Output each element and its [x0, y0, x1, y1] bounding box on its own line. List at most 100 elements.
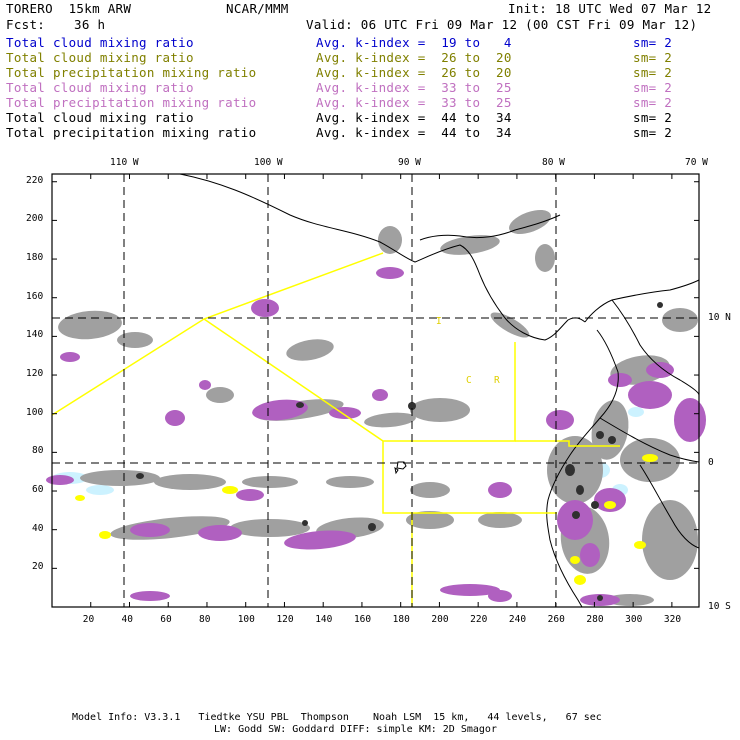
latitude-label: 0: [708, 457, 714, 468]
region-label: C: [466, 375, 472, 386]
field-cell: [488, 590, 512, 602]
x-tick-label: 20: [82, 614, 95, 625]
field-cell: [58, 310, 122, 340]
domain-boundary: [515, 440, 620, 447]
y-tick-label: 120: [26, 368, 44, 380]
legend-sm: sm= 2: [633, 125, 673, 140]
legend-name: Total precipitation mixing ratio: [6, 95, 257, 110]
field-cell: [565, 464, 575, 476]
field-cell: [628, 407, 644, 417]
region-label: I: [436, 316, 442, 327]
field-cell: [490, 312, 530, 338]
lat-lon-grid: [52, 174, 699, 607]
legend-index: Avg. k-index = 44 to 34: [316, 125, 512, 140]
x-tick-label: 40: [121, 614, 133, 625]
field-cell: [368, 523, 376, 531]
y-tick-label: 60: [32, 484, 44, 496]
x-tick-label: 80: [198, 614, 211, 625]
forecast-label: Fcst:: [6, 17, 46, 32]
y-tick-label: 200: [26, 213, 44, 225]
field-cell: [410, 398, 470, 422]
x-tick-label: 300: [625, 614, 643, 625]
field-cell: [546, 410, 574, 430]
field-cell: [206, 387, 234, 403]
field-cell: [570, 556, 580, 564]
field-cell: [657, 302, 663, 308]
field-cell: [410, 482, 450, 498]
field-cell: [296, 402, 304, 408]
field-cell: [222, 486, 238, 494]
domain-boundary: [382, 441, 557, 514]
field-cell: [302, 520, 308, 526]
legend-index: Avg. k-index = 33 to 25: [316, 95, 512, 110]
y-tick-label: 180: [26, 252, 44, 264]
longitude-label: 100 W: [254, 157, 283, 168]
legend-name: Total precipitation mixing ratio: [6, 125, 257, 140]
longitude-label: 90 W: [398, 157, 421, 168]
footer-model-info: Model Info: V3.3.1 Tiedtke YSU PBL Thomp…: [72, 712, 602, 723]
coastline: [179, 173, 586, 341]
field-cell: [286, 339, 334, 361]
footer-physics-info: LW: Godd SW: Goddard DIFF: simple KM: 2D…: [214, 724, 497, 735]
field-cell: [329, 407, 361, 419]
field-cell: [251, 299, 279, 317]
field-cell: [608, 373, 632, 387]
field-shading: [46, 209, 706, 606]
y-tick-label: 100: [26, 406, 44, 418]
field-cell: [606, 594, 654, 606]
legend-name: Total cloud mixing ratio: [6, 110, 194, 125]
x-tick-label: 120: [276, 614, 294, 625]
longitude-label: 70 W: [685, 157, 708, 168]
field-cell: [440, 235, 500, 255]
field-cell: [572, 511, 580, 519]
forecast-hours: 36 h: [74, 17, 106, 32]
center-name: NCAR/MMM: [226, 1, 289, 16]
x-tick-label: 200: [431, 614, 449, 625]
x-tick-label: 240: [508, 614, 527, 625]
latitude-label: 10 S: [708, 601, 731, 612]
model-title: TORERO 15km ARW: [6, 1, 132, 16]
field-cell: [488, 482, 512, 498]
coastline: [584, 279, 700, 323]
legend-sm: sm= 2: [633, 65, 673, 80]
region-label: R: [494, 375, 500, 386]
coastline: [599, 417, 700, 463]
domain-boundary: [203, 318, 516, 442]
field-cell: [378, 226, 402, 254]
legend-name: Total cloud mixing ratio: [6, 35, 194, 50]
domain-outline: [51, 252, 620, 607]
field-cell: [642, 454, 658, 462]
x-tick-label: 280: [586, 614, 604, 625]
field-cell: [75, 495, 85, 501]
field-cell: [580, 543, 600, 567]
y-tick-label: 220: [26, 174, 44, 186]
field-cell: [99, 531, 111, 539]
field-cell: [154, 474, 226, 490]
field-cell: [642, 500, 698, 580]
field-cell: [591, 400, 629, 460]
init-time: Init: 18 UTC Wed 07 Mar 12: [508, 1, 712, 16]
field-cell: [376, 267, 404, 279]
coastline: [396, 461, 407, 470]
x-tick-label: 100: [237, 614, 255, 625]
field-cell: [252, 399, 308, 421]
legend-index: Avg. k-index = 33 to 25: [316, 80, 512, 95]
field-cell: [284, 530, 356, 550]
field-cell: [364, 412, 416, 428]
legend-index: Avg. k-index = 26 to 20: [316, 65, 512, 80]
field-cell: [198, 525, 242, 541]
field-cell: [608, 436, 616, 444]
field-cell: [591, 501, 599, 509]
field-cell: [408, 402, 416, 410]
y-tick-label: 40: [32, 522, 44, 534]
field-cell: [576, 485, 584, 495]
x-tick-label: 160: [353, 614, 372, 625]
field-cell: [574, 575, 586, 585]
field-cell: [130, 591, 170, 601]
plot-frame: [51, 173, 700, 608]
field-cell: [674, 398, 706, 442]
x-tick-label: 320: [663, 614, 682, 625]
field-cell: [634, 541, 646, 549]
coastline: [639, 464, 700, 549]
field-cell: [242, 476, 298, 488]
